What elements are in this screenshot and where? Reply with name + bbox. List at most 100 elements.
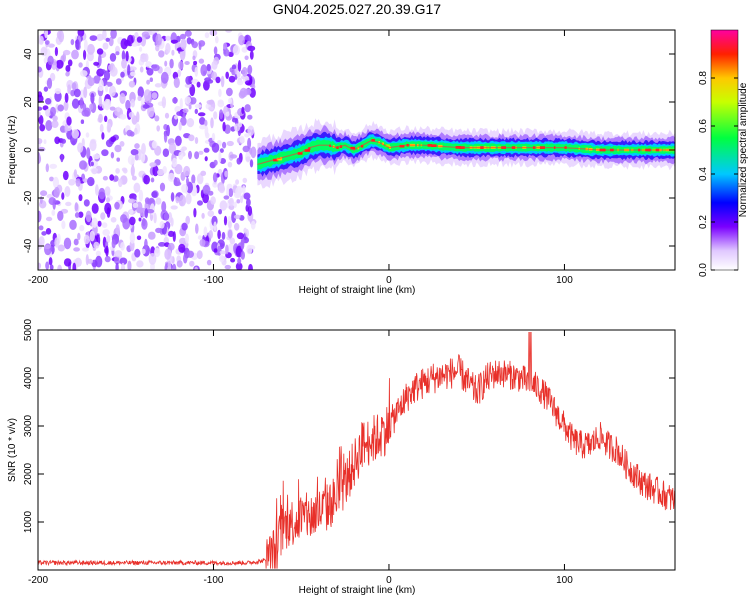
noise-speck xyxy=(238,35,245,46)
noise-speck xyxy=(213,159,218,166)
noise-speck xyxy=(101,149,109,157)
noise-speck xyxy=(246,244,253,255)
colorbar-tick-label: 0.2 xyxy=(698,215,709,229)
noise-speck xyxy=(90,92,95,104)
noise-speck xyxy=(170,39,178,44)
noise-speck xyxy=(93,75,101,84)
noise-speck xyxy=(62,49,71,56)
y-tick-label: 3000 xyxy=(23,414,34,437)
noise-speck xyxy=(248,263,253,270)
noise-speck xyxy=(101,132,105,140)
colorbar-ticks: 0.0 0.2 0.4 0.6 0.8 xyxy=(698,71,738,277)
noise-speck xyxy=(45,108,52,117)
noise-speck xyxy=(223,48,230,57)
noise-speck xyxy=(102,30,107,40)
noise-speck xyxy=(105,245,109,257)
noise-speck xyxy=(247,64,253,75)
noise-speck xyxy=(49,176,54,182)
noise-speck xyxy=(141,143,146,155)
noise-speck xyxy=(130,71,136,77)
noise-speck xyxy=(57,264,62,270)
noise-speck xyxy=(38,111,41,118)
noise-speck xyxy=(200,170,207,176)
snr-series-line xyxy=(38,331,675,569)
noise-speck xyxy=(143,174,151,185)
x-tick-label: 0 xyxy=(386,575,392,586)
noise-speck xyxy=(43,139,47,145)
noise-speck xyxy=(90,161,95,167)
noise-speck xyxy=(49,264,54,270)
noise-speck xyxy=(139,46,143,52)
noise-speck xyxy=(176,260,183,268)
noise-speck xyxy=(128,111,135,118)
noise-speck xyxy=(83,234,90,245)
signal-core-segment xyxy=(276,157,282,161)
noise-speck xyxy=(144,238,148,251)
noise-speck xyxy=(249,50,254,60)
noise-speck xyxy=(61,192,65,200)
noise-speck xyxy=(136,111,140,123)
noise-speck xyxy=(104,115,108,123)
noise-speck xyxy=(151,30,160,33)
noise-speck xyxy=(199,239,206,247)
noise-speck xyxy=(153,247,161,258)
noise-speck xyxy=(105,99,112,109)
noise-speck xyxy=(219,109,224,120)
noise-speck xyxy=(82,247,89,252)
noise-speck xyxy=(39,124,46,132)
noise-speck xyxy=(189,97,197,105)
noise-speck xyxy=(167,172,175,182)
noise-speck xyxy=(230,257,236,263)
noise-speck xyxy=(197,112,206,117)
noise-speck xyxy=(85,210,92,223)
noise-speck xyxy=(82,178,88,183)
noise-speck xyxy=(143,89,152,101)
noise-speck xyxy=(178,121,182,131)
noise-speck xyxy=(105,37,110,42)
noise-speck xyxy=(156,125,160,132)
noise-speck xyxy=(67,59,73,67)
noise-speck xyxy=(161,96,167,109)
noise-speck xyxy=(39,196,43,204)
x-tick-label: 100 xyxy=(556,575,573,586)
noise-speck xyxy=(169,58,174,69)
noise-speck xyxy=(211,142,220,153)
noise-speck xyxy=(226,186,230,199)
noise-speck xyxy=(128,80,136,88)
noise-speck xyxy=(186,37,192,45)
noise-speck xyxy=(164,248,171,260)
noise-speck xyxy=(240,239,245,250)
signal-core-segment xyxy=(297,152,303,155)
noise-speck xyxy=(153,212,157,224)
noise-speck xyxy=(119,114,127,120)
noise-speck xyxy=(222,121,226,132)
noise-speck xyxy=(244,133,250,138)
noise-speck xyxy=(92,153,101,160)
y-tick-label: 4000 xyxy=(23,366,34,389)
noise-speck xyxy=(38,106,43,111)
noise-speck xyxy=(137,86,144,98)
y-tick-label: 1000 xyxy=(23,510,34,533)
noise-speck xyxy=(170,205,178,210)
noise-speck xyxy=(128,209,134,215)
noise-speck xyxy=(206,63,211,72)
noise-speck xyxy=(178,61,184,70)
noise-speck xyxy=(57,210,64,221)
noise-speck xyxy=(75,39,80,50)
noise-speck xyxy=(236,157,242,165)
snr-ticks: -200 -100 0 100 1000 2000 3000 4000 5000 xyxy=(23,318,675,586)
noise-speck xyxy=(250,146,257,159)
noise-speck xyxy=(129,216,136,226)
noise-speck xyxy=(226,140,234,147)
noise-speck xyxy=(192,55,196,61)
noise-speck xyxy=(98,79,104,92)
noise-speck xyxy=(167,230,175,237)
noise-speck xyxy=(188,104,192,110)
noise-speck xyxy=(178,243,186,253)
noise-speck xyxy=(52,176,60,189)
noise-speck xyxy=(139,66,144,73)
y-tick-label: 2000 xyxy=(23,462,34,485)
noise-speck xyxy=(227,161,233,168)
chart-title: GN04.2025.027.20.39.G17 xyxy=(273,1,441,17)
